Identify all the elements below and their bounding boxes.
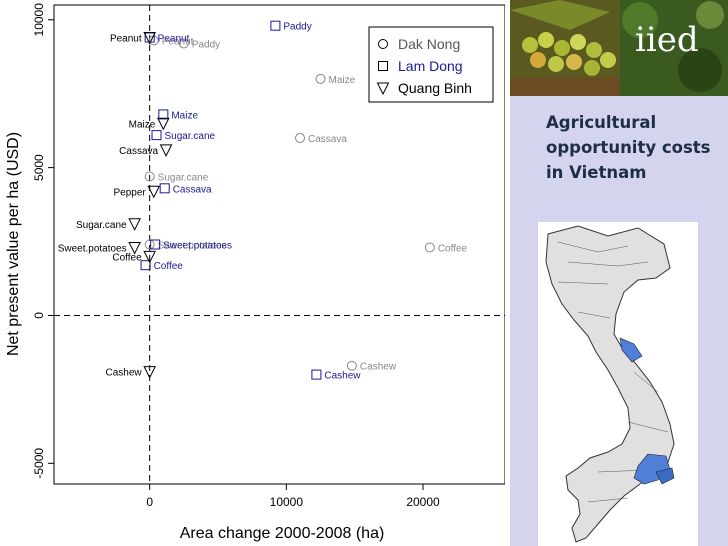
- dak-nong-point-label: Maize: [329, 75, 356, 86]
- lam-dong-point-label: Coffee: [154, 261, 184, 272]
- y-tick-label: 5000: [32, 154, 46, 181]
- dak-nong-point: [178, 38, 189, 49]
- lam-dong-region: [655, 467, 675, 485]
- quang-binh-point: [157, 117, 170, 131]
- legend-label: Lam Dong: [398, 58, 463, 74]
- scatter-chart: Area change 2000-2008 (ha) Net present v…: [5, 3, 505, 542]
- x-tick-label: 0: [146, 495, 153, 509]
- quang-binh-point: [128, 218, 141, 231]
- quang-binh-point-label: Coffee: [112, 252, 142, 263]
- lam-dong-point-label: Sugar.cane: [165, 131, 216, 142]
- legend-marker: [378, 61, 388, 71]
- dak-nong-point-label: Paddy: [192, 39, 220, 50]
- lam-dong-point: [150, 239, 161, 250]
- quang-binh-point-label: Cassava: [119, 146, 158, 157]
- legend: Dak Nong Lam Dong Quang Binh: [368, 26, 494, 103]
- lam-dong-point: [159, 183, 170, 194]
- legend-box: [368, 26, 494, 103]
- dak-nong-point-label: Cassava: [308, 134, 347, 145]
- legend-marker: [378, 39, 388, 49]
- dak-nong-point-label: Cashew: [360, 362, 397, 373]
- dak-nong-point-label: Peanut: [162, 36, 194, 47]
- lam-dong-point-label: Cashew: [324, 371, 361, 382]
- dak-nong-point: [144, 239, 155, 250]
- quang-binh-point-label: Sugar.cane: [76, 220, 127, 231]
- vietnam-map: [538, 222, 698, 546]
- y-tick-label: 0: [32, 312, 46, 319]
- lam-dong-point-label: Sweet.potatoes: [163, 241, 232, 252]
- legend-label: Quang Binh: [398, 80, 472, 96]
- quang-binh-point-label: Maize: [129, 119, 156, 130]
- lam-dong-point-label: Maize: [171, 110, 198, 121]
- lam-dong-point: [158, 109, 169, 120]
- dak-nong-point: [346, 360, 357, 371]
- lam-dong-point: [140, 260, 151, 271]
- lam-dong-point-label: Paddy: [283, 22, 311, 33]
- chart-svg: Area change 2000-2008 (ha) Net present v…: [5, 3, 505, 542]
- lam-dong-point-label: Cassava: [173, 184, 212, 195]
- quang-binh-point-label: Cashew: [106, 368, 143, 379]
- dak-nong-point-label: Sweet.potatoes: [158, 241, 227, 252]
- lam-dong-point: [311, 369, 322, 380]
- dak-nong-point-label: Sugar.cane: [158, 172, 209, 183]
- vietnam-outline: [545, 225, 675, 543]
- iied-logo: iied: [635, 20, 699, 60]
- quang-binh-region: [619, 337, 643, 363]
- y-tick-label: -5000: [32, 448, 46, 479]
- quang-binh-point: [143, 250, 156, 264]
- dak-nong-point: [315, 73, 326, 84]
- slide-title: Agricultural opportunity costs in Vietna…: [546, 113, 711, 182]
- lam-dong-point: [270, 20, 281, 31]
- quang-binh-point-label: Peanut: [110, 34, 142, 45]
- header-photo: iied: [510, 0, 728, 96]
- quang-binh-point: [159, 144, 173, 158]
- x-tick-label: 10000: [270, 495, 304, 509]
- plot-frame: [53, 4, 505, 485]
- lam-dong-point-label: Peanut: [158, 34, 190, 45]
- quang-binh-point: [128, 241, 141, 255]
- dak-nong-point-label: Coffee: [438, 243, 468, 254]
- dak-nong-point: [295, 133, 305, 144]
- y-axis-label: Net present value per ha (USD): [5, 132, 22, 356]
- lam-dong-point: [151, 130, 162, 141]
- quang-binh-point: [143, 366, 156, 379]
- quang-binh-point-label: Pepper: [114, 187, 147, 198]
- x-axis-label: Area change 2000-2008 (ha): [180, 525, 385, 542]
- y-tick-label: 10000: [32, 3, 46, 37]
- legend-label: Dak Nong: [398, 36, 460, 52]
- quang-binh-point: [147, 185, 161, 199]
- legend-marker: [376, 82, 390, 96]
- x-tick-label: 20000: [406, 495, 440, 509]
- dak-nong-point: [424, 242, 435, 253]
- dak-nong-point: [144, 171, 155, 182]
- side-panel: iied Agricultural opportunity costs in V…: [510, 0, 728, 546]
- quang-binh-point: [143, 32, 156, 45]
- quang-binh-point-label: Sweet.potatoes: [58, 243, 127, 254]
